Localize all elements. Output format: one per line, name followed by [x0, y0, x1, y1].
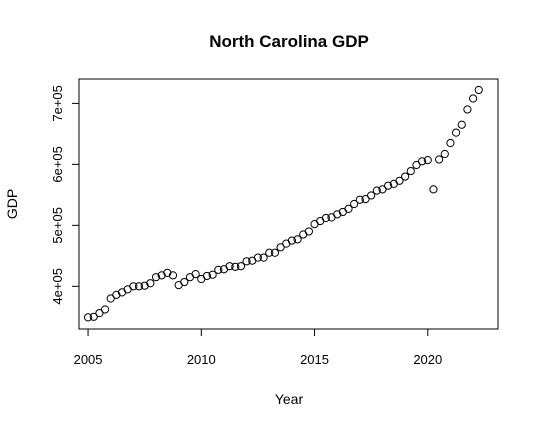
data-point: [412, 160, 421, 170]
data-point: [231, 262, 240, 271]
data-point: [236, 262, 246, 271]
data-point: [202, 271, 212, 281]
data-point: [146, 279, 155, 288]
data-point: [95, 309, 104, 318]
plot-box: [78, 78, 499, 330]
data-point: [208, 270, 217, 279]
x-axis-label: Year: [275, 391, 304, 407]
data-point: [253, 253, 263, 262]
data-point: [435, 155, 444, 164]
data-point: [401, 172, 410, 181]
x-axis: 2005 2010 2015 2020: [74, 328, 442, 367]
data-point: [423, 156, 432, 165]
data-point: [321, 213, 330, 223]
data-point: [293, 235, 302, 244]
data-point: [457, 120, 466, 129]
data-point: [191, 270, 200, 279]
data-point: [270, 248, 280, 257]
data-point: [446, 138, 455, 148]
data-point: [265, 248, 274, 257]
data-point: [180, 277, 189, 287]
data-point: [100, 305, 110, 314]
data-point: [129, 282, 138, 291]
data-point: [168, 271, 178, 280]
data-point: [225, 262, 234, 271]
data-point: [361, 195, 370, 204]
data-point: [106, 294, 115, 303]
data-point: [333, 210, 342, 219]
data-point: [134, 282, 144, 291]
data-point: [463, 105, 472, 114]
y-tick-label: 6e+05: [50, 146, 65, 183]
data-point: [452, 128, 461, 137]
y-axis: 4e+05 5e+05 6e+05 7e+05: [50, 85, 80, 305]
data-point: [151, 273, 161, 282]
data-point: [83, 313, 93, 322]
data-point: [89, 312, 98, 321]
y-axis-label: GDP: [4, 189, 20, 219]
x-tick-label: 2020: [413, 352, 442, 367]
data-point: [429, 185, 438, 194]
data-point: [384, 181, 393, 190]
data-point: [378, 185, 387, 194]
y-tick-label: 7e+05: [50, 85, 65, 122]
data-point: [440, 149, 449, 159]
data-point: [140, 281, 149, 290]
data-point: [350, 199, 359, 209]
data-point: [112, 290, 121, 299]
data-point: [406, 166, 415, 176]
x-tick-label: 2015: [300, 352, 329, 367]
data-point: [344, 204, 353, 213]
x-tick-label: 2010: [187, 352, 216, 367]
data-point: [163, 268, 172, 277]
data-point: [259, 253, 268, 262]
x-tick-label: 2005: [74, 352, 103, 367]
data-point: [355, 195, 364, 204]
data-point: [418, 157, 427, 166]
data-point: [214, 265, 223, 274]
data-point: [395, 176, 404, 185]
data-point: [157, 271, 166, 280]
y-tick-label: 4e+05: [50, 268, 65, 305]
data-point: [468, 94, 478, 103]
data-point: [287, 236, 296, 245]
data-point: [242, 257, 251, 266]
data-point: [372, 186, 381, 195]
data-point: [474, 85, 483, 95]
data-points: [83, 85, 483, 322]
data-point: [367, 191, 376, 200]
chart-title: North Carolina GDP: [209, 32, 369, 51]
y-tick-label: 5e+05: [50, 207, 65, 244]
data-point: [304, 227, 313, 236]
data-point: [276, 243, 285, 252]
